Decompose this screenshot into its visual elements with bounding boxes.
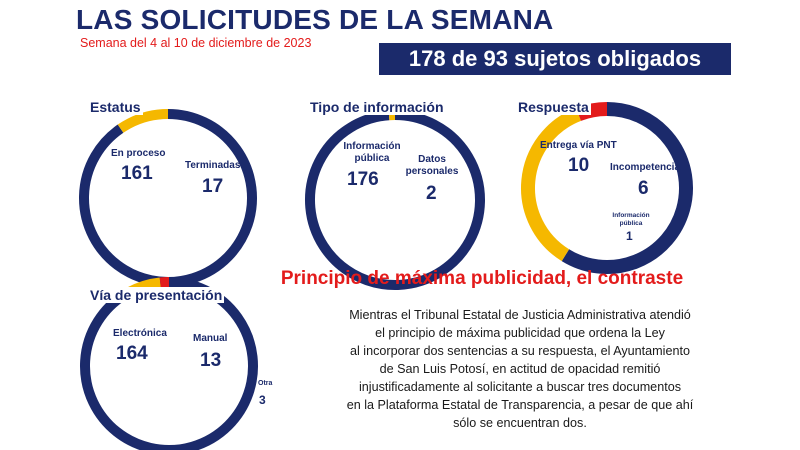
tipo-informacion-donut xyxy=(305,110,485,290)
estatus-label-en-proceso: En proceso xyxy=(111,148,166,159)
estatus-slice-terminadas xyxy=(117,109,169,133)
article-line: el principio de máxima publicidad que or… xyxy=(375,326,665,340)
via-de-presentacion-slice-electronica xyxy=(80,277,258,450)
respuesta-label-entrega-pnt: Entrega vía PNT xyxy=(540,140,617,151)
via-label-manual: Manual xyxy=(193,333,228,344)
article-line: sólo se encuentran dos. xyxy=(453,416,587,430)
respuesta-value-incompetencia: 6 xyxy=(638,178,649,199)
estatus-value-terminadas: 17 xyxy=(202,176,224,197)
via-label-electronica: Electrónica xyxy=(113,328,167,339)
article-body: Mientras el Tribunal Estatal de Justicia… xyxy=(290,306,750,446)
article-line: injustificadamente al solicitante a busc… xyxy=(358,380,681,394)
respuesta-label-informacion-publica: Información pública xyxy=(612,212,650,227)
article-line: en la Plataforma Estatal de Transparenci… xyxy=(346,398,694,412)
article-line: de San Luis Potosí, en actitud de opacid… xyxy=(379,362,661,376)
respuesta-value-entrega-pnt: 10 xyxy=(568,155,590,176)
tipo-label-informacion-publica: Información pública xyxy=(343,141,401,164)
summary-banner: 178 de 93 sujetos obligados xyxy=(379,43,731,75)
article-line: Mientras el Tribunal Estatal de Justicia… xyxy=(349,308,691,322)
via-label-otra: Otra xyxy=(258,380,273,387)
via-presentacion-title: Vía de presentación xyxy=(88,287,225,303)
respuesta-title: Respuesta xyxy=(516,99,591,115)
respuesta-label-incompetencia: Incompetencia xyxy=(610,162,681,173)
tipo-value-datos-personales: 2 xyxy=(426,183,437,204)
article-headline: Principio de máxima publicidad, el contr… xyxy=(280,268,684,289)
estatus-title: Estatus xyxy=(88,99,143,115)
estatus-donut xyxy=(79,109,257,287)
respuesta-donut xyxy=(521,102,693,274)
tipo-de-informacion-slice-informacion-publica xyxy=(305,110,485,290)
estatus-value-en-proceso: 161 xyxy=(121,163,153,184)
page-title: LAS SOLICITUDES DE LA SEMANA xyxy=(76,4,554,35)
week-subtitle: Semana del 4 al 10 de diciembre de 2023 xyxy=(80,36,312,50)
via-value-manual: 13 xyxy=(200,350,222,371)
estatus-slice-en-proceso xyxy=(79,109,257,287)
via-value-electronica: 164 xyxy=(116,343,148,364)
respuesta-slice-incompetencia xyxy=(521,107,582,262)
respuesta-slice-entrega-via-pnt xyxy=(561,102,693,274)
respuesta-value-informacion-publica: 1 xyxy=(626,229,633,243)
tipo-informacion-title: Tipo de información xyxy=(308,99,446,115)
article-line: al incorporar dos sentencias a su respue… xyxy=(349,344,690,358)
estatus-label-terminadas: Terminadas xyxy=(185,160,241,171)
via-value-otra: 3 xyxy=(259,393,266,407)
tipo-value-informacion-publica: 176 xyxy=(347,169,379,190)
tipo-label-datos-personales: Datos personales xyxy=(405,154,459,177)
